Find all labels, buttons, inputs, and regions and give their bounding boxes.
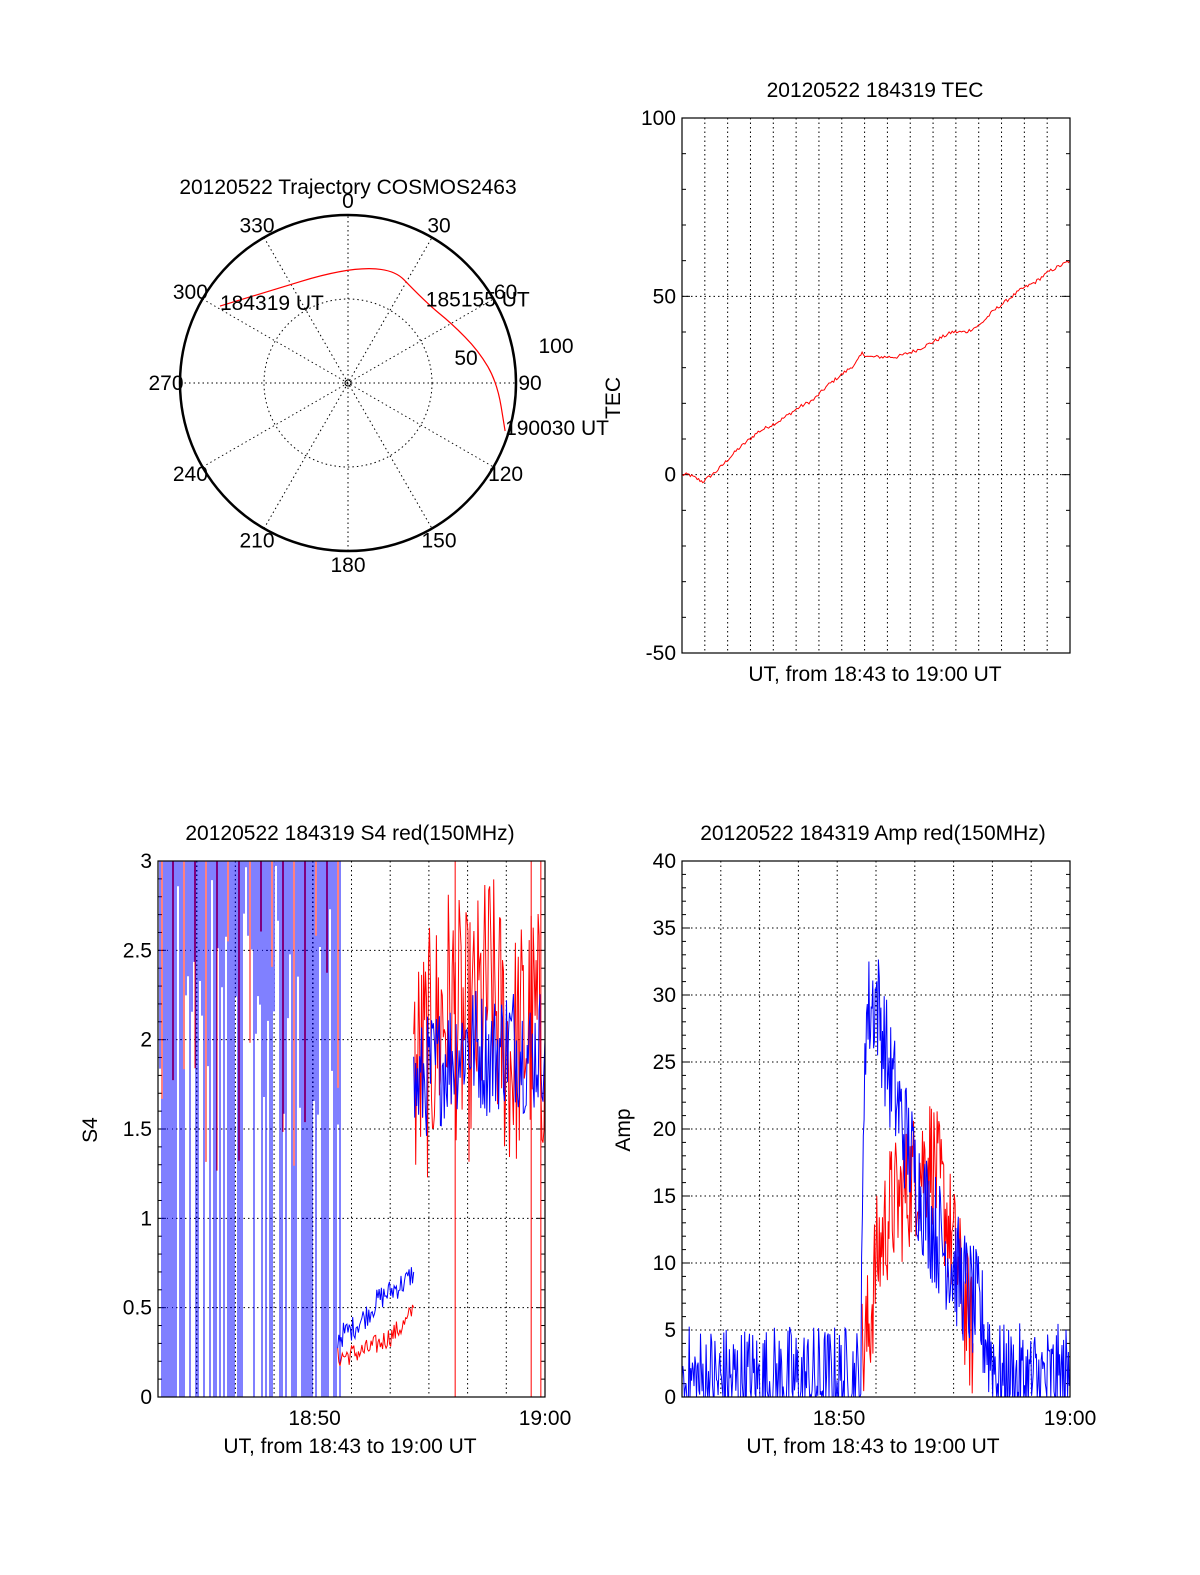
polar-trajectory-series: 184319 UT 185155 UT 190030 UT <box>219 268 609 440</box>
amp-ylabel: Amp <box>612 1108 635 1151</box>
y-tick-label: 10 <box>653 1252 676 1275</box>
s4-title: 20120522 184319 S4 red(150MHz) <box>185 822 514 845</box>
tec-title: 20120522 184319 TEC <box>767 79 984 102</box>
s4-panel: 20120522 184319 S4 red(150MHz) UT, from … <box>79 822 571 1458</box>
tec-xlabel: UT, from 18:43 to 19:00 UT <box>748 663 1001 686</box>
s4-xlabel: UT, from 18:43 to 19:00 UT <box>223 1435 476 1458</box>
s4-blue-mid-line <box>337 1267 415 1349</box>
x-tick-label: 19:00 <box>1044 1407 1097 1430</box>
polar-angle-tick: 90 <box>518 372 541 395</box>
polar-angle-tick: 0 <box>342 190 354 213</box>
clipped-series <box>158 861 545 1397</box>
plot-frame <box>681 860 1071 1398</box>
polar-angle-tick: 240 <box>173 463 208 486</box>
trajectory-line <box>219 268 506 432</box>
y-tick-label: 2 <box>140 1029 152 1052</box>
polar-angle-tick: 150 <box>421 530 456 553</box>
polar-angle-tick: 270 <box>148 372 183 395</box>
amp-red-line <box>861 1106 974 1394</box>
polar-title: 20120522 Trajectory COSMOS2463 <box>179 176 516 199</box>
amp-xlabel: UT, from 18:43 to 19:00 UT <box>746 1435 999 1458</box>
y-tick-label: 0.5 <box>123 1297 152 1320</box>
polar-angle-tick: 300 <box>173 281 208 304</box>
polar-radius-label: 50 <box>454 347 477 370</box>
tec-panel: 20120522 184319 TEC UT, from 18:43 to 19… <box>602 79 1071 686</box>
polar-angle-tick: 210 <box>239 530 274 553</box>
trajectory-time-label: 190030 UT <box>505 417 609 440</box>
s4-blue-spikes-early <box>158 861 341 1397</box>
x-tick-label: 18:50 <box>813 1407 866 1430</box>
tec-series-line <box>682 260 1070 484</box>
y-tick-label: 25 <box>653 1051 676 1074</box>
amp-blue-line <box>682 959 1070 1397</box>
y-tick-label: 0 <box>664 1386 676 1409</box>
polar-angle-labels: 0 30 60 90 120 150 180 210 240 270 300 330 50 100 <box>148 190 573 577</box>
polar-angle-tick: 330 <box>239 214 274 237</box>
polar-angle-tick: 60 <box>494 281 517 304</box>
s4-red-mid-line <box>337 1304 415 1367</box>
s4-plot-area: 0 0.5 1 1.5 2 2.5 3 18:50 19:00 <box>123 850 571 1430</box>
y-tick-label: 5 <box>664 1319 676 1342</box>
y-tick-label: 20 <box>653 1118 676 1141</box>
clipped-series <box>682 260 1070 484</box>
x-tick-label: 18:50 <box>288 1407 341 1430</box>
tec-plot-area: -50 0 50 100 <box>641 107 1071 665</box>
y-tick-label: 50 <box>653 285 676 308</box>
plot-frame <box>681 117 1071 654</box>
trajectory-time-label: 185155 UT <box>426 288 530 311</box>
polar-angle-tick: 180 <box>330 554 365 577</box>
polar-radius-label: 100 <box>538 335 573 358</box>
polar-angle-tick: 120 <box>488 463 523 486</box>
y-tick-label: 0 <box>140 1386 152 1409</box>
amp-panel: 20120522 184319 Amp red(150MHz) UT, from… <box>612 822 1096 1458</box>
plot-frame <box>157 860 546 1398</box>
x-tick-label: 19:00 <box>519 1407 572 1430</box>
y-tick-label: 100 <box>641 107 676 130</box>
y-tick-label: 35 <box>653 917 676 940</box>
s4-ylabel: S4 <box>79 1117 102 1143</box>
y-tick-label: 15 <box>653 1185 676 1208</box>
y-tick-label: 3 <box>140 850 152 873</box>
polar-grid <box>178 213 518 553</box>
trajectory-time-label: 184319 UT <box>220 292 324 315</box>
clipped-series <box>682 959 1070 1397</box>
polar-angle-tick: 30 <box>427 214 450 237</box>
y-tick-label: -50 <box>646 642 676 665</box>
amp-plot-area: 0 5 10 15 20 25 30 35 40 18:50 19:00 <box>653 850 1097 1430</box>
tec-ylabel: TEC <box>602 377 625 419</box>
polar-trajectory-panel: 20120522 Trajectory COSMOS2463 0 30 60 90 12… <box>148 176 609 577</box>
amp-title: 20120522 184319 Amp red(150MHz) <box>700 822 1046 845</box>
y-tick-label: 0 <box>664 464 676 487</box>
y-tick-label: 1.5 <box>123 1118 152 1141</box>
polar-spoke <box>263 237 433 529</box>
s4-blue-late-line <box>413 990 545 1136</box>
y-tick-label: 1 <box>140 1207 152 1230</box>
y-tick-label: 30 <box>653 984 676 1007</box>
s4-red-spikes-early <box>161 861 339 1171</box>
y-tick-label: 40 <box>653 850 676 873</box>
y-tick-label: 2.5 <box>123 939 152 962</box>
